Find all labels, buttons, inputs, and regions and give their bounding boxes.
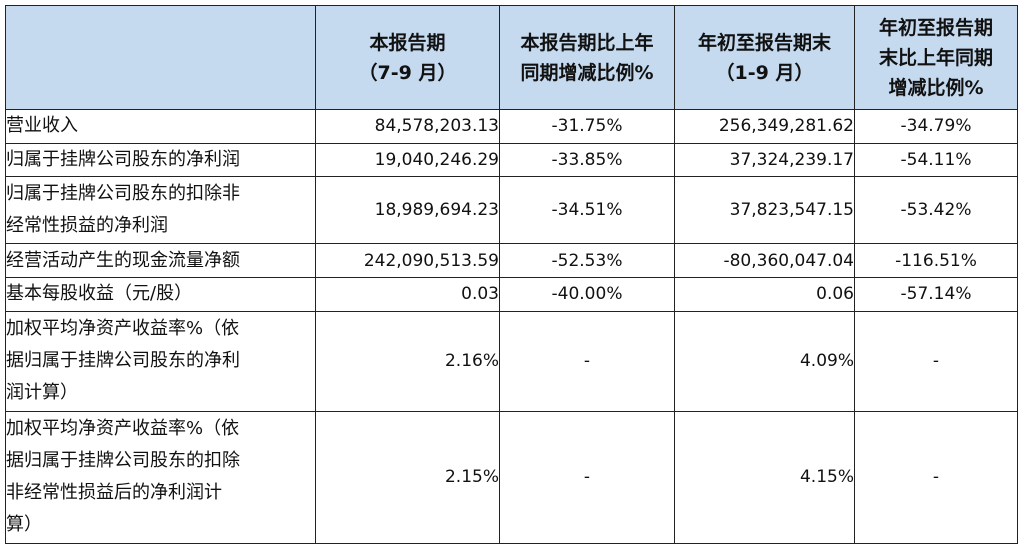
cell-ytd: 37,823,547.15 xyxy=(674,176,855,245)
cell-ytd-yoy: -116.51% xyxy=(854,243,1018,279)
table-row: 基本每股收益（元/股） 0.03 -40.00% 0.06 -57.14% xyxy=(5,277,1018,312)
row-label: 加权平均净资产收益率%（依 据归属于挂牌公司股东的扣除 非经常性损益后的净利润计… xyxy=(5,410,316,544)
cell-current-period: 2.15% xyxy=(315,410,500,544)
cell-current-period: 0.03 xyxy=(315,277,500,312)
cell-current-period: 19,040,246.29 xyxy=(315,142,500,178)
cell-current-period-yoy: -40.00% xyxy=(499,277,675,312)
cell-ytd-yoy: - xyxy=(854,310,1018,412)
table-row: 加权平均净资产收益率%（依 据归属于挂牌公司股东的净利 润计算） 2.16% -… xyxy=(5,310,1018,412)
header-row: 本报告期 （7-9 月） 本报告期比上年 同期增减比例% 年初至报告期末 （1-… xyxy=(5,5,1018,110)
table-row: 经营活动产生的现金流量净额 242,090,513.59 -52.53% -80… xyxy=(5,243,1018,279)
financial-indicators-table: 本报告期 （7-9 月） 本报告期比上年 同期增减比例% 年初至报告期末 （1-… xyxy=(5,5,1018,544)
cell-current-period: 242,090,513.59 xyxy=(315,243,500,279)
table-row: 加权平均净资产收益率%（依 据归属于挂牌公司股东的扣除 非经常性损益后的净利润计… xyxy=(5,410,1018,544)
table-row: 归属于挂牌公司股东的净利润 19,040,246.29 -33.85% 37,3… xyxy=(5,142,1018,178)
table-row: 营业收入 84,578,203.13 -31.75% 256,349,281.6… xyxy=(5,109,1018,144)
cell-current-period-yoy: -33.85% xyxy=(499,142,675,178)
row-label: 基本每股收益（元/股） xyxy=(5,277,316,312)
row-label: 加权平均净资产收益率%（依 据归属于挂牌公司股东的净利 润计算） xyxy=(5,310,316,412)
cell-ytd: 4.09% xyxy=(674,310,855,412)
row-label: 经营活动产生的现金流量净额 xyxy=(5,243,316,279)
cell-ytd: 4.15% xyxy=(674,410,855,544)
cell-ytd: 256,349,281.62 xyxy=(674,109,855,144)
cell-current-period: 18,989,694.23 xyxy=(315,176,500,245)
header-ytd: 年初至报告期末 （1-9 月） xyxy=(674,5,855,110)
cell-ytd-yoy: -57.14% xyxy=(854,277,1018,312)
header-current-period-yoy: 本报告期比上年 同期增减比例% xyxy=(499,5,675,110)
row-label: 归属于挂牌公司股东的净利润 xyxy=(5,142,316,178)
cell-current-period-yoy: - xyxy=(499,410,675,544)
header-item-column xyxy=(5,5,316,110)
cell-ytd-yoy: -53.42% xyxy=(854,176,1018,245)
row-label: 营业收入 xyxy=(5,109,316,144)
cell-ytd: -80,360,047.04 xyxy=(674,243,855,279)
cell-ytd: 37,324,239.17 xyxy=(674,142,855,178)
cell-current-period-yoy: -52.53% xyxy=(499,243,675,279)
header-current-period: 本报告期 （7-9 月） xyxy=(315,5,500,110)
header-ytd-yoy: 年初至报告期 末比上年同期 增减比例% xyxy=(854,5,1018,110)
cell-ytd-yoy: -54.11% xyxy=(854,142,1018,178)
table-row: 归属于挂牌公司股东的扣除非 经常性损益的净利润 18,989,694.23 -3… xyxy=(5,176,1018,245)
cell-current-period-yoy: - xyxy=(499,310,675,412)
cell-current-period-yoy: -31.75% xyxy=(499,109,675,144)
cell-ytd: 0.06 xyxy=(674,277,855,312)
cell-current-period: 84,578,203.13 xyxy=(315,109,500,144)
cell-current-period-yoy: -34.51% xyxy=(499,176,675,245)
cell-ytd-yoy: -34.79% xyxy=(854,109,1018,144)
cell-current-period: 2.16% xyxy=(315,310,500,412)
row-label: 归属于挂牌公司股东的扣除非 经常性损益的净利润 xyxy=(5,176,316,245)
cell-ytd-yoy: - xyxy=(854,410,1018,544)
